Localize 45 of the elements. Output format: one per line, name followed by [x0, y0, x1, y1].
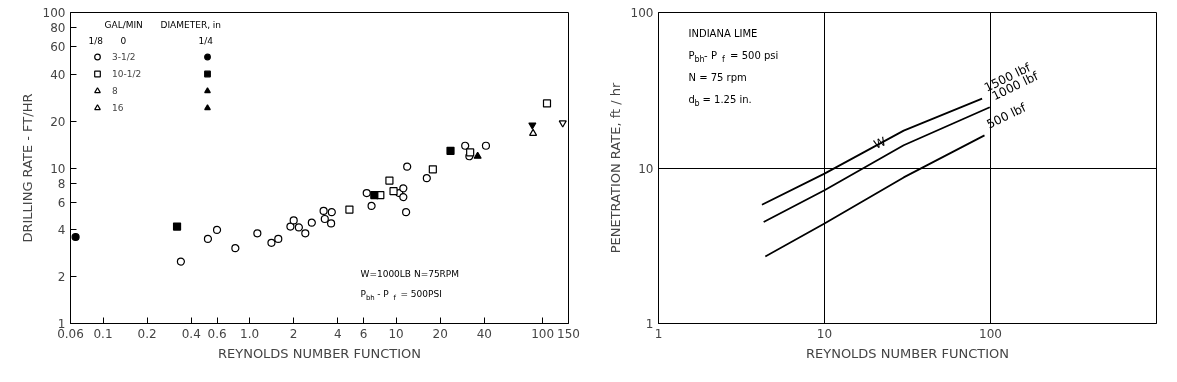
y-tick-label: 40 — [50, 67, 66, 82]
y-tick-label: 80 — [50, 21, 66, 36]
annotation: W=1000LB N=75RPM — [360, 268, 460, 279]
x-tick-label: 0.1 — [93, 326, 113, 341]
annotation: N = 75 rpm — [688, 72, 747, 83]
y-tick-label: 10 — [638, 161, 654, 176]
x-tick-label: 1.0 — [240, 326, 260, 341]
legend-label: 10-1/2 — [112, 67, 142, 81]
y-tick-label: 8 — [57, 176, 66, 191]
y-tick-label: 2 — [57, 270, 66, 285]
annotation: GAL/MIN — [104, 19, 143, 30]
y-tick-label: 1 — [645, 317, 654, 331]
y-axis-title: PENETRATION RATE, ft / hr — [607, 82, 623, 254]
x-tick-label: 0.6 — [207, 326, 227, 341]
x-tick-label: 20 — [432, 326, 448, 341]
x-axis-title: REYNOLDS NUMBER FUNCTION — [805, 345, 1010, 361]
x-tick-label: 0.2 — [137, 326, 157, 341]
y-axis-title: DRILLING RATE - FT/HR — [19, 93, 35, 243]
annotation: INDIANA LIME — [688, 28, 758, 39]
x-tick-label: 100 — [979, 326, 1002, 341]
x-tick-label: 0.06 — [57, 326, 84, 341]
x-tick-label: 2 — [289, 326, 298, 341]
annotation: 0 — [120, 36, 127, 46]
annotation: 1/4 — [198, 35, 214, 46]
x-tick-label: 4 — [333, 326, 342, 341]
x-axis-title: REYNOLDS NUMBER FUNCTION — [217, 345, 422, 361]
legend-label: 8 — [112, 84, 119, 98]
x-tick-label: 0.4 — [181, 326, 201, 341]
annotation: 1/8 — [88, 35, 104, 46]
y-tick-label: 60 — [50, 40, 66, 55]
y-tick-label: 100 — [42, 6, 66, 20]
x-tick-label: 10 — [388, 326, 404, 341]
x-tick-label: 10 — [816, 326, 833, 341]
y-tick-label: 20 — [50, 114, 66, 129]
y-tick-label: 10 — [50, 161, 66, 176]
annotation: DIAMETER, in — [160, 19, 222, 30]
x-tick-label: 6 — [359, 326, 368, 341]
x-tick-label: 100 — [531, 326, 555, 341]
legend-label: 3-1/2 — [112, 50, 136, 64]
y-tick-label: 6 — [57, 196, 66, 210]
x-tick-label: 150 — [557, 326, 580, 341]
x-tick-label: 40 — [476, 326, 493, 341]
legend-label: 16 — [112, 101, 125, 115]
y-tick-label: 4 — [57, 223, 66, 238]
y-tick-label: 100 — [630, 6, 654, 20]
